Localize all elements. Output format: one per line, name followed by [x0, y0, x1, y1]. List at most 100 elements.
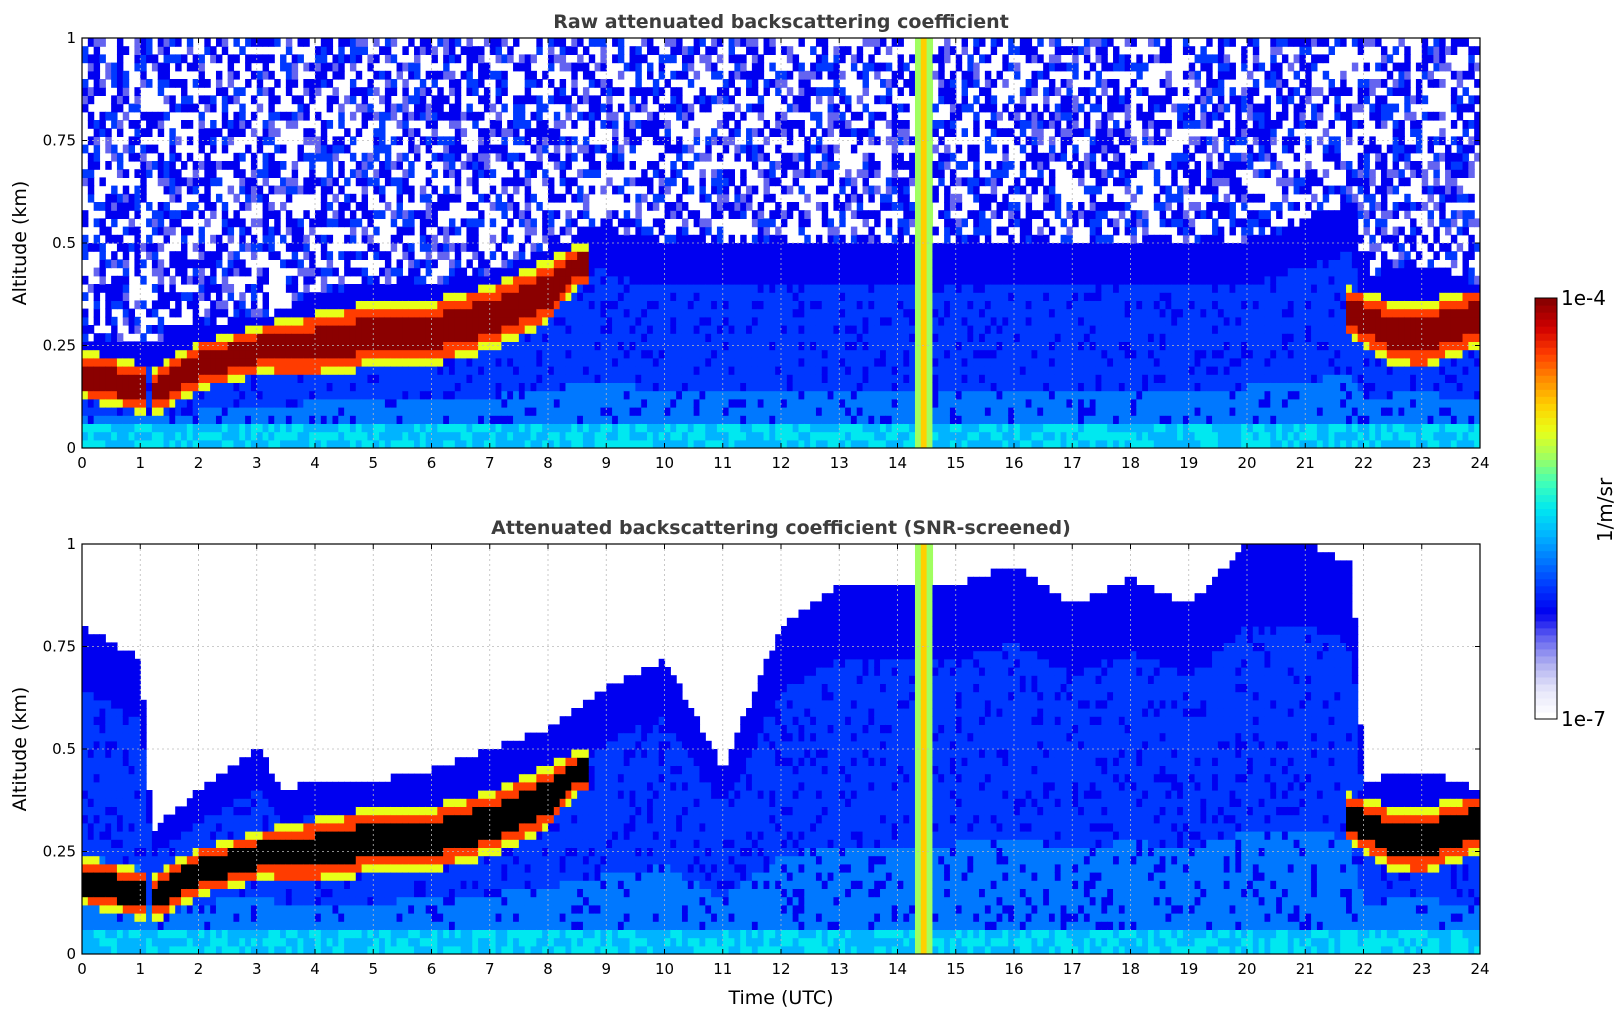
x-tick-label: 22 — [1354, 454, 1373, 472]
x-tick-label: 5 — [368, 454, 378, 472]
colorbar-step — [1535, 655, 1557, 664]
x-tick-label: 9 — [601, 960, 611, 978]
colorbar-step — [1535, 305, 1557, 313]
colorbar-step — [1535, 606, 1557, 615]
x-tick-label: 1 — [135, 960, 145, 978]
x-tick-label: 9 — [601, 454, 611, 472]
x-tick-label: 11 — [713, 960, 732, 978]
colorbar-step — [1535, 690, 1557, 699]
x-tick-label: 23 — [1412, 960, 1431, 978]
colorbar-step — [1535, 592, 1557, 601]
colorbar-step — [1535, 536, 1557, 545]
colorbar-step — [1535, 389, 1557, 397]
x-tick-label: 19 — [1179, 454, 1198, 472]
x-tick-label: 21 — [1296, 960, 1315, 978]
colorbar-step — [1535, 410, 1557, 418]
colorbar-step — [1535, 375, 1557, 383]
colorbar-step — [1535, 676, 1557, 685]
x-tick-label: 15 — [946, 454, 965, 472]
colorbar-step — [1535, 361, 1557, 369]
x-tick-label: 18 — [1121, 454, 1140, 472]
y-tick-label: 1 — [66, 29, 76, 47]
panel-screened-title: Attenuated backscattering coefficient (S… — [491, 517, 1071, 539]
colorbar-step — [1535, 557, 1557, 566]
colorbar-step — [1535, 487, 1557, 496]
colorbar-step — [1535, 571, 1557, 580]
x-tick-label: 2 — [194, 960, 204, 978]
colorbar-step — [1535, 396, 1557, 404]
colorbar-step — [1535, 501, 1557, 510]
colorbar-step — [1535, 347, 1557, 355]
colorbar-step — [1535, 620, 1557, 629]
x-tick-label: 16 — [1004, 960, 1023, 978]
colorbar-min-label: 1e-7 — [1561, 707, 1606, 731]
y-tick-label: 0.75 — [43, 638, 76, 656]
colorbar-step — [1535, 564, 1557, 573]
raw-grid — [82, 38, 1480, 448]
colorbar-step — [1535, 417, 1557, 425]
x-tick-label: 0 — [77, 454, 87, 472]
colorbar-step — [1535, 438, 1557, 446]
screened-y-axis-label: Altitude (km) — [9, 687, 31, 812]
colorbar-step — [1535, 613, 1557, 622]
x-tick-label: 16 — [1004, 454, 1023, 472]
raw-y-ticks: 0 0.25 0.5 0.75 1 — [43, 29, 1480, 457]
colorbar-step — [1535, 522, 1557, 531]
x-tick-label: 2 — [194, 454, 204, 472]
x-tick-label: 19 — [1179, 960, 1198, 978]
colorbar-step — [1535, 662, 1557, 671]
x-tick-label: 17 — [1063, 960, 1082, 978]
colorbar-step — [1535, 508, 1557, 517]
colorbar-step — [1535, 697, 1557, 706]
raw-x-ticks: 0 1 2 3 4 5 6 7 8 9 10 11 12 13 14 15 16 17 18 19 20 21 22 23 24 — [77, 38, 1490, 472]
colorbar-step — [1535, 683, 1557, 692]
colorbar-step — [1535, 599, 1557, 608]
x-tick-label: 10 — [655, 454, 674, 472]
colorbar-max-label: 1e-4 — [1561, 286, 1606, 310]
colorbar-step — [1535, 326, 1557, 334]
screened-y-ticks: 0 0.25 0.5 0.75 1 — [43, 535, 1480, 963]
x-tick-label: 4 — [310, 454, 320, 472]
colorbar-step — [1535, 515, 1557, 524]
colorbar-step — [1535, 340, 1557, 348]
x-tick-label: 21 — [1296, 454, 1315, 472]
raw-y-axis-label: Altitude (km) — [9, 181, 31, 306]
x-tick-label: 6 — [427, 454, 437, 472]
x-tick-label: 1 — [135, 454, 145, 472]
y-tick-label: 0 — [66, 439, 76, 457]
x-tick-label: 23 — [1412, 454, 1431, 472]
colorbar-step — [1535, 466, 1557, 475]
x-tick-label: 12 — [771, 454, 790, 472]
y-tick-label: 0.5 — [52, 234, 76, 252]
x-tick-label: 18 — [1121, 960, 1140, 978]
colorbar-step — [1535, 494, 1557, 503]
x-tick-label: 8 — [543, 960, 553, 978]
colorbar-step — [1535, 641, 1557, 650]
colorbar-step — [1535, 452, 1557, 460]
colorbar-step — [1535, 403, 1557, 411]
colorbar-step — [1535, 711, 1557, 720]
colorbar-step — [1535, 445, 1557, 453]
y-tick-label: 0.75 — [43, 132, 76, 150]
panel-raw-title: Raw attenuated backscattering coefficien… — [553, 11, 1009, 33]
x-tick-label: 11 — [713, 454, 732, 472]
raw-heatmap — [82, 38, 1480, 448]
x-axis-label: Time (UTC) — [727, 987, 833, 1009]
colorbar-frame — [1534, 297, 1558, 720]
screened-x-ticks: 0 1 2 3 4 5 6 7 8 9 10 11 12 13 14 15 16 17 18 19 20 21 22 23 24 — [77, 544, 1490, 978]
colorbar-step — [1535, 585, 1557, 594]
y-tick-label: 0.5 — [52, 740, 76, 758]
x-tick-label: 24 — [1470, 960, 1489, 978]
colorbar: 1e-4 1e-7 1/m/sr — [1534, 286, 1617, 731]
x-tick-label: 6 — [427, 960, 437, 978]
colorbar-step — [1535, 543, 1557, 552]
x-tick-label: 17 — [1063, 454, 1082, 472]
colorbar-step — [1535, 424, 1557, 432]
colorbar-step — [1535, 529, 1557, 538]
colorbar-unit-label: 1/m/sr — [1593, 477, 1617, 542]
x-tick-label: 15 — [946, 960, 965, 978]
x-tick-label: 12 — [771, 960, 790, 978]
panel-screened: Attenuated backscattering coefficient (S… — [9, 517, 1490, 1009]
colorbar-step — [1535, 704, 1557, 713]
x-tick-label: 24 — [1470, 454, 1489, 472]
